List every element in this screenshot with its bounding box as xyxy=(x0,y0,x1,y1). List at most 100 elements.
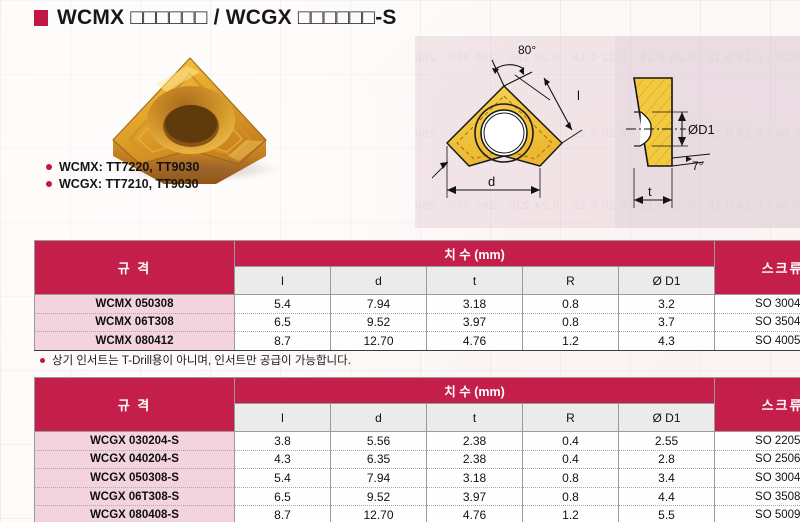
cell-d: 7.94 xyxy=(330,468,427,488)
cell-r: 1.2 xyxy=(522,331,619,351)
header-spec: 규 격 xyxy=(34,240,235,295)
cell-d: 6.35 xyxy=(330,449,427,470)
cell-screw: SO 40050I xyxy=(714,331,800,351)
footnote-text: 상기 인서트는 T-Drill용이 아니며, 인서트만 공급이 가능합니다. xyxy=(52,355,351,367)
table-header-row: 규 격 치 수 (mm) 스크류 xyxy=(34,377,800,432)
header-d1: Ø D1 xyxy=(617,403,716,432)
cell-d: 7.94 xyxy=(330,294,427,314)
header-screw: 스크류 xyxy=(714,377,800,432)
cell-l: 4.3 xyxy=(234,449,331,470)
cell-d1: 5.5 xyxy=(617,505,716,522)
cell-spec: WCGX 080408-S xyxy=(34,505,235,522)
cell-r: 0.4 xyxy=(522,431,619,451)
cell-d: 12.70 xyxy=(330,331,427,351)
insert-photo xyxy=(96,44,306,204)
cell-d1: 3.2 xyxy=(617,294,716,314)
dim-label-t: t xyxy=(648,184,652,199)
header-d: d xyxy=(330,403,427,432)
header-dimensions-group: 치 수 (mm) xyxy=(233,240,716,267)
angle-label-80: 80° xyxy=(518,43,536,57)
cell-spec: WCMX 080412 xyxy=(34,331,235,351)
dim-label-d: d xyxy=(488,174,495,189)
cell-t: 3.18 xyxy=(426,294,523,314)
cell-d: 12.70 xyxy=(330,505,427,522)
table-row: WCMX 080412 8.7 12.70 4.76 1.2 4.3 SO 40… xyxy=(34,331,800,351)
cell-d: 5.56 xyxy=(330,431,427,451)
cell-l: 5.4 xyxy=(234,294,331,314)
cell-l: 3.8 xyxy=(234,431,331,451)
cell-t: 4.76 xyxy=(426,331,523,351)
table-row: WCMX 06T308 6.5 9.52 3.97 0.8 3.7 SO 350… xyxy=(34,312,800,333)
grade-list: WCMX: TT7220, TT9030 WCGX: TT7210, TT903… xyxy=(46,160,199,194)
bullet-dot-icon xyxy=(46,164,52,170)
cell-screw: SO 35040I xyxy=(714,312,800,333)
page-title: WCMX □□□□□□ / WCGX □□□□□□-S xyxy=(34,6,397,30)
square-bullet-icon xyxy=(34,10,48,26)
cell-t: 2.38 xyxy=(426,431,523,451)
page-title-text: WCMX □□□□□□ / WCGX □□□□□□-S xyxy=(57,6,397,29)
cell-d1: 3.7 xyxy=(617,312,716,333)
grade-label: WCGX: TT7210, TT9030 xyxy=(59,177,199,191)
side-view-diagram: ØD1 7° t xyxy=(626,77,715,208)
cell-l: 8.7 xyxy=(234,331,331,351)
cell-r: 0.8 xyxy=(522,294,619,314)
table-header-row: 규 격 치 수 (mm) 스크류 xyxy=(34,240,800,295)
grade-item-wcgx: WCGX: TT7210, TT9030 xyxy=(46,177,199,191)
table-row: WCGX 06T308-S 6.5 9.52 3.97 0.8 4.4 SO 3… xyxy=(34,486,800,507)
cell-screw: SO 50090I xyxy=(714,505,800,522)
cell-d: 9.52 xyxy=(330,312,427,333)
header-spec: 규 격 xyxy=(34,377,235,432)
cell-r: 0.4 xyxy=(522,449,619,470)
header-r: R xyxy=(522,266,619,295)
cell-t: 2.38 xyxy=(426,449,523,470)
cell-t: 4.76 xyxy=(426,505,523,522)
cell-screw: SO 35080I xyxy=(714,486,800,507)
grade-label: WCMX: TT7220, TT9030 xyxy=(59,160,200,174)
header-screw: 스크류 xyxy=(714,240,800,295)
cell-r: 0.8 xyxy=(522,486,619,507)
cell-l: 5.4 xyxy=(234,468,331,488)
bullet-dot-icon xyxy=(46,181,52,187)
cell-d: 9.52 xyxy=(330,486,427,507)
cell-d1: 2.55 xyxy=(617,431,716,451)
cell-r: 0.8 xyxy=(522,312,619,333)
cell-t: 3.18 xyxy=(426,468,523,488)
cell-d1: 2.8 xyxy=(617,449,716,470)
cell-spec: WCGX 050308-S xyxy=(34,468,235,488)
cell-l: 6.5 xyxy=(234,486,331,507)
cell-spec: WCGX 030204-S xyxy=(34,431,235,451)
cell-r: 0.8 xyxy=(522,468,619,488)
dim-label-7deg: 7° xyxy=(692,159,704,173)
cell-screw: SO 30040I xyxy=(714,468,800,488)
photo-shadow xyxy=(120,156,280,182)
cell-d1: 3.4 xyxy=(617,468,716,488)
header-d: d xyxy=(330,266,427,295)
bullet-dot-icon xyxy=(40,357,45,363)
cell-l: 8.7 xyxy=(234,505,331,522)
cell-t: 3.97 xyxy=(426,312,523,333)
table-row: WCGX 080408-S 8.7 12.70 4.76 1.2 5.5 SO … xyxy=(34,505,800,522)
dim-label-l: l xyxy=(577,88,580,103)
cell-l: 6.5 xyxy=(234,312,331,333)
wcgx-dimension-table: 규 격 치 수 (mm) 스크류 l d t R Ø D1 WCGX 03020… xyxy=(34,377,800,522)
wcmx-dimension-table: 규 격 치 수 (mm) 스크류 l d t R Ø D1 WCMX 05030… xyxy=(34,240,800,351)
trigon-insert-photo-graphic xyxy=(112,57,267,184)
header-t: t xyxy=(426,266,523,295)
header-l: l xyxy=(234,403,331,432)
grade-item-wcmx: WCMX: TT7220, TT9030 xyxy=(46,160,199,174)
header-t: t xyxy=(426,403,523,432)
table-row: WCGX 030204-S 3.8 5.56 2.38 0.4 2.55 SO … xyxy=(34,431,800,451)
cell-screw: SO 25065I xyxy=(714,449,800,470)
cell-spec: WCGX 040204-S xyxy=(34,449,235,470)
cell-screw: SO 22050I xyxy=(714,431,800,451)
cell-d1: 4.3 xyxy=(617,331,716,351)
cell-r: 1.2 xyxy=(522,505,619,522)
table-row: WCGX 040204-S 4.3 6.35 2.38 0.4 2.8 SO 2… xyxy=(34,449,800,470)
footnote: 상기 인서트는 T-Drill용이 아니며, 인서트만 공급이 가능합니다. xyxy=(40,352,351,368)
cell-spec: WCGX 06T308-S xyxy=(34,486,235,507)
cell-screw: SO 30040I xyxy=(714,294,800,314)
cell-t: 3.97 xyxy=(426,486,523,507)
dim-label-d1: ØD1 xyxy=(688,122,715,137)
table-row: WCMX 050308 5.4 7.94 3.18 0.8 3.2 SO 300… xyxy=(34,294,800,314)
